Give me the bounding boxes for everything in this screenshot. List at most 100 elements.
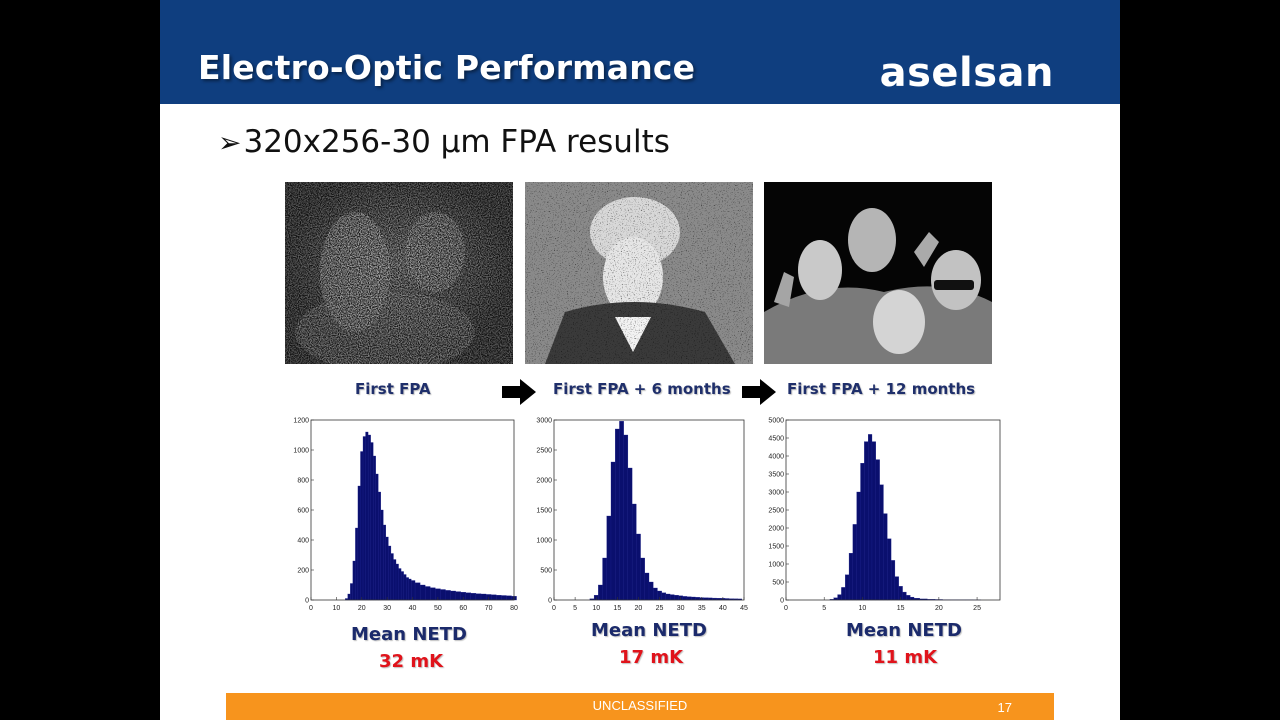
histogram-bar [388, 545, 392, 601]
histogram-bar [408, 578, 412, 601]
x-tick-label: 30 [383, 605, 391, 612]
histogram-bar [491, 594, 497, 601]
netd-value-first: 32 mK [379, 651, 444, 672]
netd-value-6-months: 17 mK [619, 647, 684, 668]
thermal-image-first-fpa [285, 182, 513, 364]
y-tick-label: 800 [297, 478, 309, 485]
y-tick-label: 1000 [768, 562, 784, 569]
x-tick-label: 45 [740, 605, 748, 612]
histogram-bar [496, 595, 502, 601]
netd-value-12-months: 11 mK [873, 647, 938, 668]
netd-label-first: Mean NETD [351, 624, 467, 645]
histogram-bar [383, 524, 387, 601]
histogram-bar [598, 584, 603, 601]
histogram-bar [636, 533, 641, 601]
right-arrow-icon [502, 379, 536, 405]
histogram-bar [398, 568, 402, 601]
x-tick-label: 10 [332, 605, 340, 612]
histogram-bar [602, 557, 607, 601]
histogram-12-months: 0 5 10 15 20 25 0 500 1000 1500 2000 2500 3000 3500 40… [768, 418, 1001, 612]
y-tick-label: 0 [780, 598, 784, 605]
histogram-bar [400, 571, 404, 601]
histogram-bar [871, 441, 876, 601]
histogram-bar [411, 580, 416, 601]
classification-label: UNCLASSIFIED [592, 698, 688, 713]
histogram-bar [362, 436, 366, 601]
x-tick-label: 40 [719, 605, 727, 612]
netd-label-12-months: Mean NETD [846, 620, 962, 641]
aselsan-logo: aselsan [879, 50, 1054, 96]
y-tick-label: 0 [305, 598, 309, 605]
x-tick-label: 0 [552, 605, 556, 612]
y-tick-label: 1000 [536, 538, 552, 545]
y-tick-label: 500 [540, 568, 552, 575]
histogram-bar [506, 595, 512, 601]
x-tick-label: 0 [309, 605, 313, 612]
caption-first-fpa: First FPA [355, 380, 431, 398]
slide: Electro-Optic Performance aselsan ➢320x2… [160, 0, 1120, 720]
histogram-bar [879, 484, 884, 601]
histogram-bar [883, 513, 888, 601]
histogram-bar [848, 553, 854, 601]
histogram-bar [440, 589, 446, 601]
y-tick-label: 2000 [768, 526, 784, 533]
histogram-bar [856, 491, 861, 601]
thermal-image-6-months [525, 182, 753, 364]
histogram-bar [465, 592, 472, 601]
x-tick-label: 10 [859, 605, 867, 612]
histogram-bar [455, 591, 461, 601]
histogram-bar [450, 590, 456, 601]
histogram-bar [370, 442, 374, 601]
slide-title: Electro-Optic Performance [198, 48, 696, 87]
histogram-bar [425, 586, 431, 601]
histogram-bar [648, 581, 654, 601]
histogram-bar [367, 434, 371, 601]
x-tick-label: 70 [485, 605, 493, 612]
histogram-bar [875, 459, 880, 601]
histogram-bar [403, 574, 407, 601]
x-tick-label: 30 [677, 605, 685, 612]
x-tick-label: 15 [897, 605, 905, 612]
histogram-bar [378, 491, 381, 601]
x-tick-label: 25 [656, 605, 664, 612]
histogram-bar [665, 593, 671, 601]
x-tick-label: 60 [459, 605, 467, 612]
histogram-bar [695, 597, 700, 601]
bullet-arrow-icon: ➢ [218, 126, 242, 159]
x-tick-label: 80 [510, 605, 518, 612]
histogram-bar [406, 577, 409, 601]
histogram-bar [610, 461, 616, 601]
histogram-bar [475, 593, 482, 601]
histogram-bar [845, 574, 850, 601]
bullet-point: ➢320x256-30 µm FPA results [218, 124, 670, 160]
histogram-bar [352, 560, 356, 601]
histogram-bar [619, 421, 624, 601]
histogram-bar [890, 560, 896, 601]
x-tick-label: 5 [573, 605, 577, 612]
histogram-bar [686, 596, 692, 601]
right-arrow-icon [742, 379, 776, 405]
histogram-bar [360, 451, 364, 601]
histogram-bar [887, 538, 892, 601]
x-tick-label: 20 [358, 605, 366, 612]
histogram-bar [841, 587, 846, 601]
x-tick-label: 0 [784, 605, 788, 612]
histogram-6-months: 0 5 10 15 20 25 30 35 40 45 0 500 1000 1500 2000 2500 30… [536, 418, 748, 613]
histogram-bar [445, 590, 451, 601]
histogram-bar [393, 559, 397, 601]
histogram-bar [350, 583, 354, 601]
y-tick-label: 200 [297, 568, 309, 575]
histogram-bar [640, 557, 645, 601]
y-tick-label: 400 [297, 538, 309, 545]
netd-label-6-months: Mean NETD [591, 620, 707, 641]
y-tick-label: 0 [548, 598, 552, 605]
histogram-bar [606, 515, 612, 601]
plot-frame [310, 419, 515, 601]
x-tick-label: 35 [698, 605, 706, 612]
bullet-text: 320x256-30 µm FPA results [243, 124, 670, 160]
histogram-bar [906, 595, 911, 601]
histogram-bar [631, 503, 637, 601]
histogram-bar [375, 473, 379, 601]
histogram-bar [414, 582, 421, 601]
